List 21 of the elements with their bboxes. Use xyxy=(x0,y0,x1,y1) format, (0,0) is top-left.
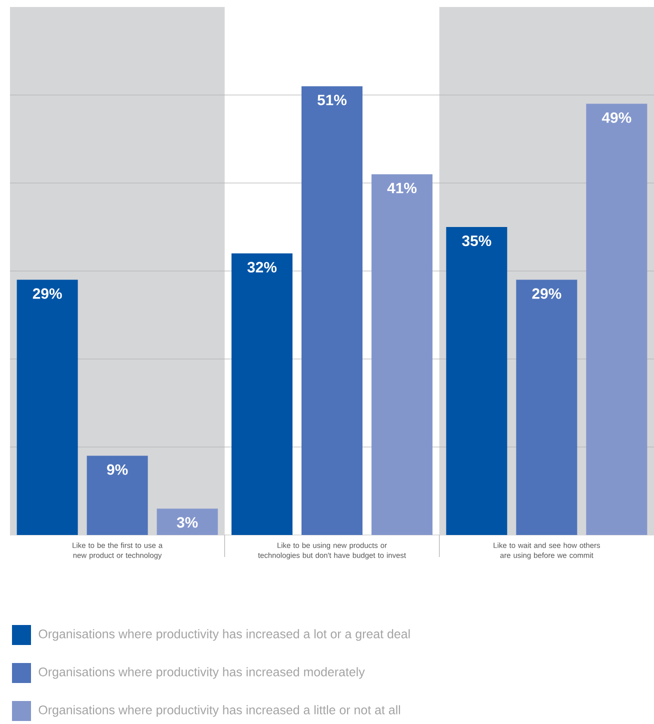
bar xyxy=(16,280,78,535)
bar xyxy=(86,456,148,535)
legend-label: Organisations where productivity has increased a little or not at all xyxy=(38,705,400,717)
data-label: 49% xyxy=(602,112,632,123)
data-label: 3% xyxy=(176,517,198,528)
legend-label: Organisations where productivity has increased a lot or a great deal xyxy=(38,629,410,641)
data-label: 29% xyxy=(532,288,562,299)
bar xyxy=(156,508,218,535)
data-label: 35% xyxy=(462,236,492,246)
data-label: 29% xyxy=(32,288,62,299)
data-label: 51% xyxy=(318,94,347,106)
bar xyxy=(586,104,648,535)
legend-label: Organisations where productivity has increased moderately xyxy=(38,667,365,679)
data-label: 41% xyxy=(387,182,417,194)
bar xyxy=(302,86,362,535)
bar xyxy=(446,226,508,535)
bar xyxy=(232,253,292,535)
bar xyxy=(372,174,432,535)
data-label: 32% xyxy=(247,262,277,273)
bar xyxy=(516,280,578,535)
data-label: 9% xyxy=(107,464,128,475)
